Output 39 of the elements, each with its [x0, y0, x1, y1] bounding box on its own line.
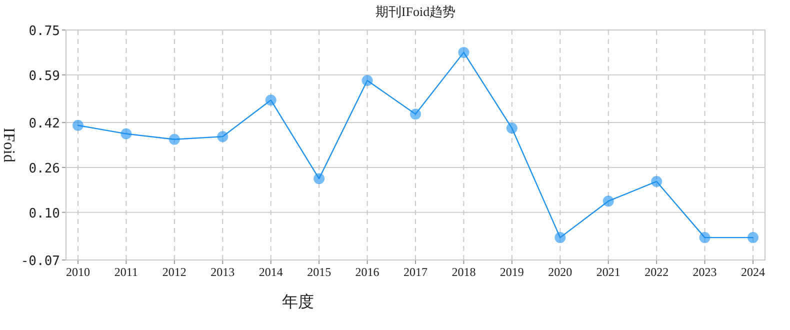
y-tick-label: 0.75 [28, 24, 60, 39]
x-tick-label: 2012 [162, 265, 186, 279]
y-tick-label: 0.59 [28, 68, 60, 84]
x-tick-label: 2022 [644, 265, 669, 279]
x-axis-title: 年度 [282, 293, 314, 311]
y-tick-label: 0.10 [28, 206, 60, 222]
y-tick-label: -0.07 [20, 254, 60, 269]
point [314, 173, 325, 184]
x-tick-label: 2018 [452, 265, 476, 279]
x-tick-label: 2023 [692, 265, 717, 279]
point [699, 232, 710, 244]
x-tick-label: 2019 [500, 265, 524, 279]
x-tick-label: 2010 [66, 265, 90, 279]
point [458, 46, 470, 58]
point [217, 131, 228, 142]
point [602, 196, 614, 207]
x-tick-label: 2016 [355, 265, 380, 279]
point [410, 108, 421, 120]
point [72, 120, 84, 131]
y-axis-title: IFoid [0, 128, 17, 162]
point [362, 74, 373, 86]
y-tick-label: 0.26 [28, 161, 60, 176]
x-tick-label: 2024 [741, 265, 765, 279]
x-tick-label: 2013 [210, 265, 235, 279]
x-tick-label: 2020 [548, 265, 572, 279]
point [265, 94, 276, 106]
point [554, 232, 566, 244]
x-tick-label: 2021 [596, 265, 620, 279]
x-tick-label: 2014 [258, 265, 283, 279]
point [120, 128, 132, 140]
chart-title: 期刊IFoid趋势 [375, 4, 456, 19]
point [748, 232, 758, 244]
x-tick-label: 2015 [307, 265, 332, 279]
point [168, 134, 180, 145]
x-tick-label: 2017 [404, 265, 428, 279]
x-tick-label: 2011 [114, 265, 138, 279]
point [506, 122, 518, 134]
y-tick-label: 0.42 [28, 116, 60, 132]
point [651, 176, 662, 187]
